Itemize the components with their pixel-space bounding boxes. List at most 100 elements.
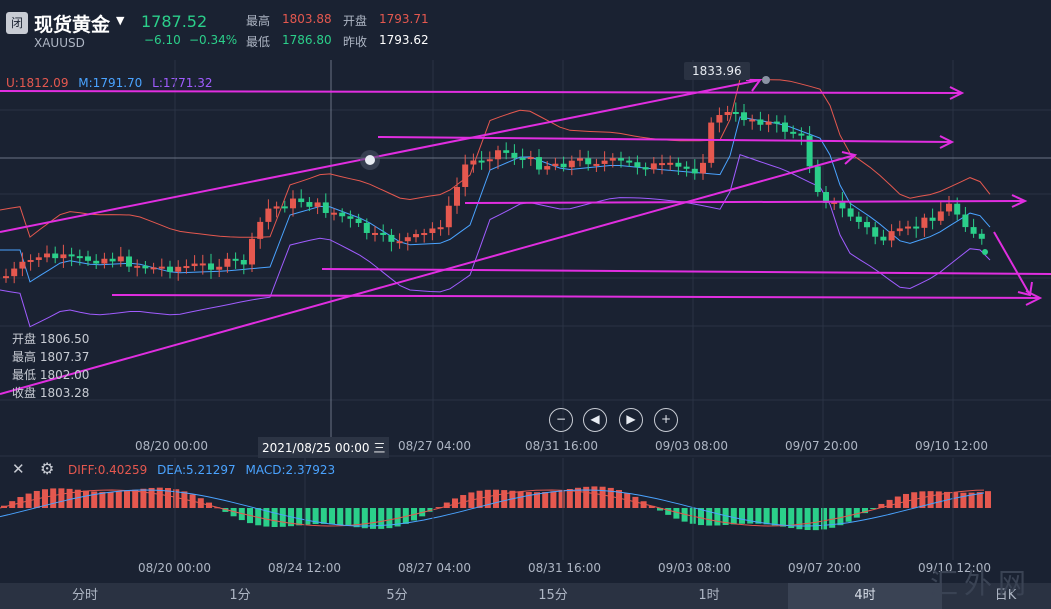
gear-icon[interactable]: ⚙ [40, 459, 55, 478]
macd-bar [361, 508, 368, 529]
close-icon[interactable]: ✕ [12, 460, 25, 478]
candle-body [175, 266, 182, 272]
macd-bar [50, 488, 57, 508]
peak-price-label: 1833.96 [684, 62, 750, 80]
x-axis-label: 09/07 20:00 [785, 439, 858, 453]
macd-diff-line [0, 489, 985, 527]
macd-bar [837, 508, 844, 526]
macd-bar [255, 508, 262, 526]
x-axis-label: 09/10 12:00 [915, 439, 988, 453]
macd-bar [320, 508, 327, 524]
macd-bar [739, 508, 745, 524]
candle-body [183, 266, 190, 269]
candle-body [806, 135, 813, 167]
macd-bar [173, 489, 180, 508]
instrument-title[interactable]: 现货黄金 [34, 14, 111, 36]
tab-1h[interactable]: 1时 [698, 588, 720, 603]
candle-body [880, 236, 887, 241]
candle-body [60, 254, 67, 259]
macd-bar [755, 508, 762, 524]
macd-bar [886, 499, 893, 508]
candle-body [421, 233, 428, 236]
candle-body [978, 233, 985, 239]
tab-5m[interactable]: 5分 [386, 588, 408, 603]
candle-body [322, 202, 329, 213]
low-label: 最低 [246, 35, 271, 49]
candle-body [232, 258, 239, 261]
candle-body [527, 157, 534, 160]
macd-bar [591, 486, 598, 508]
macd-bar [862, 508, 868, 514]
macd-bar [657, 508, 663, 511]
candle-body [765, 121, 772, 125]
macd-bar [107, 491, 114, 508]
macd-x-label: 09/10 12:00 [918, 561, 991, 575]
boll-lower: L:1771.32 [152, 76, 213, 90]
candle-body [331, 212, 337, 215]
macd-bar [722, 508, 729, 525]
macd-bar [788, 508, 795, 529]
macd-bar [583, 486, 590, 508]
macd-dea: DEA:5.21297 [157, 463, 236, 477]
candle-body [52, 253, 59, 259]
ohlc-open: 开盘 1806.50 [12, 332, 90, 346]
boll-upper-line [0, 78, 991, 238]
candle-body [675, 162, 682, 167]
instrument-symbol: XAUUSD [34, 36, 85, 50]
macd-legend: DIFF:0.40259 DEA:5.21297 MACD:2.37923 [68, 463, 335, 477]
zoom-in-button[interactable]: + [654, 408, 678, 432]
candle-body [929, 217, 936, 221]
tab-4h[interactable]: 4时 [788, 583, 942, 609]
high-value: 1803.88 [282, 12, 332, 26]
candle-body [404, 237, 411, 242]
candle-body [954, 203, 961, 215]
candle-body [864, 221, 870, 228]
tab-15m[interactable]: 15分 [538, 588, 568, 603]
candle-body [257, 221, 264, 239]
candle-body [511, 152, 518, 158]
crosshair-time-label: 2021/08/25 00:00 三 [258, 437, 390, 458]
candle-body [905, 226, 911, 229]
scroll-left-button[interactable]: ◀ [583, 408, 607, 432]
macd-bar [911, 492, 918, 508]
candle-body [888, 231, 895, 241]
zoom-out-button[interactable]: − [549, 408, 573, 432]
close-icon[interactable]: 闭 [6, 12, 28, 34]
candle-body [691, 168, 698, 174]
candle-body [847, 208, 854, 217]
low-value: 1786.80 [282, 33, 332, 47]
macd-bar [935, 491, 942, 508]
macd-bar [230, 508, 237, 517]
candle-body [11, 268, 18, 277]
macd-x-label: 09/07 20:00 [788, 561, 861, 575]
tab-1m[interactable]: 1分 [229, 588, 251, 603]
macd-bar [484, 489, 491, 508]
candle-body [749, 119, 756, 122]
macd-bar [681, 508, 688, 522]
candle-body [634, 162, 641, 168]
candle-body [27, 259, 34, 262]
macd-bar [132, 489, 139, 508]
candle-body [437, 227, 444, 230]
macd-bar [804, 508, 811, 531]
candle-body [199, 263, 206, 266]
candle-body [962, 214, 969, 228]
scroll-right-button[interactable]: ▶ [619, 408, 643, 432]
macd-bar [156, 487, 163, 508]
trendlines[interactable] [0, 79, 1051, 395]
candle-body [224, 258, 231, 267]
macd-bar [632, 496, 639, 508]
macd-bar [476, 490, 483, 508]
macd-bar [443, 502, 450, 508]
macd-grid [174, 458, 954, 560]
tab-intraday[interactable]: 分时 [71, 588, 98, 603]
candle-body [44, 253, 50, 258]
chevron-down-icon[interactable]: ▼ [116, 14, 125, 27]
candles [3, 102, 985, 284]
ohlc-high: 最高 1807.37 [12, 350, 90, 364]
tab-daily[interactable]: 日K [994, 588, 1017, 603]
candle-body [281, 206, 288, 209]
candle-body [839, 201, 846, 209]
boll-lower-line [0, 154, 991, 328]
